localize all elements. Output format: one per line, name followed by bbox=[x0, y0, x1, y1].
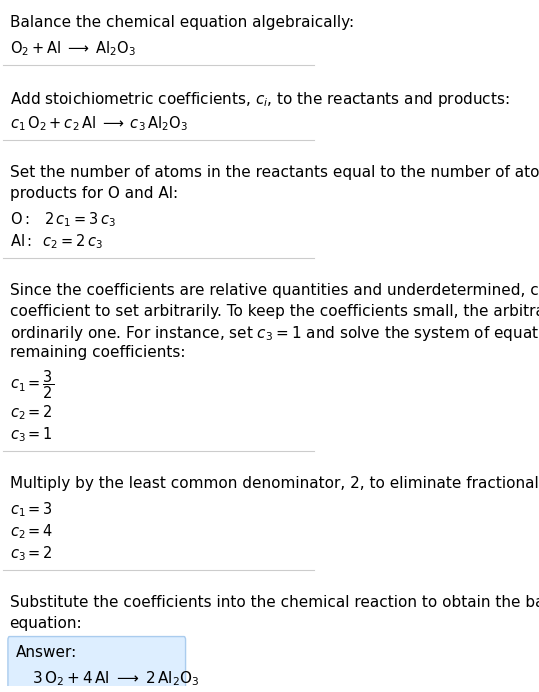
Text: remaining coefficients:: remaining coefficients: bbox=[10, 345, 185, 361]
Text: Multiply by the least common denominator, 2, to eliminate fractional coefficient: Multiply by the least common denominator… bbox=[10, 476, 539, 491]
Text: $c_1 = \dfrac{3}{2}$: $c_1 = \dfrac{3}{2}$ bbox=[10, 368, 54, 401]
Text: Substitute the coefficients into the chemical reaction to obtain the balanced: Substitute the coefficients into the che… bbox=[10, 595, 539, 610]
Text: $c_3 = 2$: $c_3 = 2$ bbox=[10, 544, 52, 563]
Text: Since the coefficients are relative quantities and underdetermined, choose a: Since the coefficients are relative quan… bbox=[10, 282, 539, 298]
Text: products for O and Al:: products for O and Al: bbox=[10, 185, 178, 201]
Text: $\mathrm{O:}\;\;\; 2\,c_1 = 3\,c_3$: $\mathrm{O:}\;\;\; 2\,c_1 = 3\,c_3$ bbox=[10, 210, 115, 228]
Text: $c_3 = 1$: $c_3 = 1$ bbox=[10, 426, 52, 444]
Text: equation:: equation: bbox=[10, 616, 82, 631]
Text: Balance the chemical equation algebraically:: Balance the chemical equation algebraica… bbox=[10, 15, 354, 30]
Text: Add stoichiometric coefficients, $c_i$, to the reactants and products:: Add stoichiometric coefficients, $c_i$, … bbox=[10, 90, 509, 109]
Text: $c_2 = 4$: $c_2 = 4$ bbox=[10, 522, 53, 541]
Text: ordinarily one. For instance, set $c_3 = 1$ and solve the system of equations fo: ordinarily one. For instance, set $c_3 =… bbox=[10, 325, 539, 343]
Text: $3\,\mathrm{O_2} + 4\,\mathrm{Al} \;\longrightarrow\; 2\,\mathrm{Al_2O_3}$: $3\,\mathrm{O_2} + 4\,\mathrm{Al} \;\lon… bbox=[32, 670, 199, 689]
Text: $\mathrm{Al:}\;\; c_2 = 2\,c_3$: $\mathrm{Al:}\;\; c_2 = 2\,c_3$ bbox=[10, 232, 102, 251]
Text: $c_1 = 3$: $c_1 = 3$ bbox=[10, 500, 52, 519]
Text: $c_2 = 2$: $c_2 = 2$ bbox=[10, 403, 52, 422]
FancyBboxPatch shape bbox=[8, 637, 185, 692]
Text: Answer:: Answer: bbox=[16, 646, 77, 660]
Text: Set the number of atoms in the reactants equal to the number of atoms in the: Set the number of atoms in the reactants… bbox=[10, 165, 539, 180]
Text: $c_1\, \mathrm{O_2} + c_2\, \mathrm{Al} \;\longrightarrow\; c_3\, \mathrm{Al_2O_: $c_1\, \mathrm{O_2} + c_2\, \mathrm{Al} … bbox=[10, 114, 188, 133]
Text: coefficient to set arbitrarily. To keep the coefficients small, the arbitrary va: coefficient to set arbitrarily. To keep … bbox=[10, 304, 539, 318]
Text: $\mathrm{O_2} + \mathrm{Al} \;\longrightarrow\; \mathrm{Al_2O_3}$: $\mathrm{O_2} + \mathrm{Al} \;\longright… bbox=[10, 39, 135, 58]
